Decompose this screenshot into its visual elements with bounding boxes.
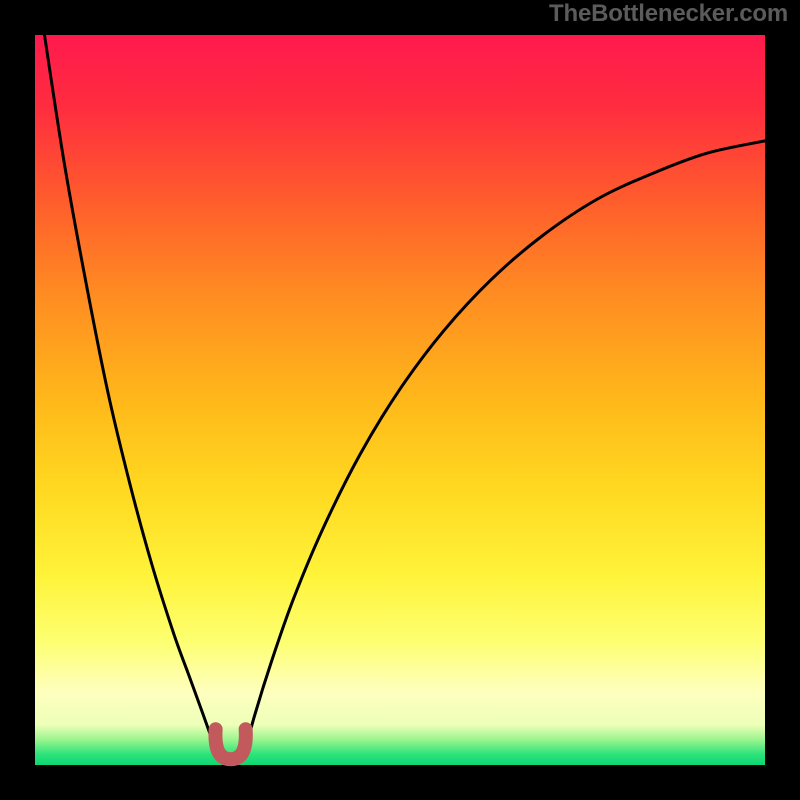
plot-area — [35, 35, 765, 765]
chart-container: TheBottlenecker.com — [0, 0, 800, 800]
watermark-text: TheBottlenecker.com — [549, 0, 788, 28]
bottleneck-chart — [0, 0, 800, 800]
